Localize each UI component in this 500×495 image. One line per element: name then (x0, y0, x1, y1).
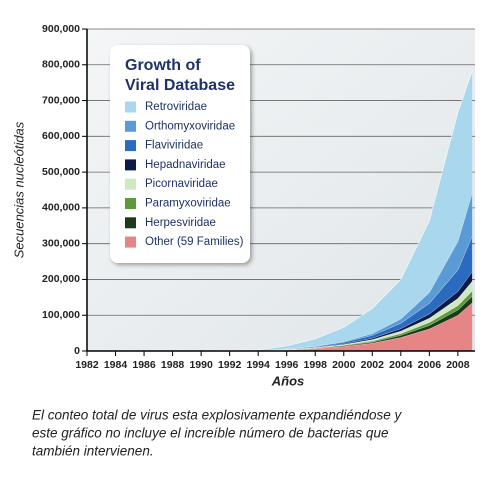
legend-swatch (125, 217, 136, 229)
x-tick-label: 2006 (418, 359, 442, 371)
y-tick-label: 300,000 (42, 237, 80, 249)
legend-label: Retroviridae (145, 101, 207, 113)
x-tick-label: 1994 (246, 359, 270, 371)
x-axis-label: Años (271, 373, 305, 388)
x-tick-label: 1988 (161, 359, 185, 371)
legend-swatch (125, 101, 136, 113)
x-tick-label: 2002 (361, 359, 385, 371)
legend-label: Hepadnaviridae (145, 159, 226, 171)
caption: también intervienen. (32, 444, 154, 459)
y-tick-label: 0 (74, 345, 80, 357)
caption: este gráfico no incluye el increíble núm… (32, 426, 388, 441)
legend-box (110, 45, 250, 263)
x-tick-label: 1990 (189, 359, 213, 371)
legend-title: Growth of (125, 57, 201, 74)
y-tick-label: 900,000 (42, 23, 80, 35)
legend-label: Picornaviridae (145, 178, 218, 190)
legend-swatch (125, 120, 136, 132)
legend-swatch (125, 178, 136, 190)
y-tick-label: 200,000 (42, 273, 80, 285)
legend-label: Paramyxoviridae (145, 198, 231, 210)
legend-label: Flaviviridae (145, 140, 203, 152)
x-tick-label: 1998 (304, 359, 328, 371)
x-tick-label: 2008 (446, 359, 470, 371)
legend-label: Herpesviridae (145, 217, 216, 229)
legend-swatch (125, 236, 136, 248)
x-tick-label: 2004 (389, 359, 413, 371)
y-tick-label: 500,000 (42, 166, 80, 178)
legend-swatch (125, 159, 136, 171)
caption: El conteo total de virus esta explosivam… (32, 408, 402, 423)
x-tick-label: 1996 (275, 359, 299, 371)
legend-label: Other (59 Families) (145, 236, 244, 248)
x-tick-label: 1986 (132, 359, 156, 371)
legend-title: Viral Database (125, 77, 235, 94)
y-tick-label: 400,000 (42, 202, 80, 214)
x-tick-label: 1992 (218, 359, 242, 371)
x-tick-label: 1982 (75, 359, 99, 371)
y-axis-label: Secuencias nucleótidas (11, 121, 26, 258)
area-fill (87, 302, 473, 351)
y-tick-label: 600,000 (42, 130, 80, 142)
y-tick-label: 700,000 (42, 94, 80, 106)
legend-swatch (125, 140, 136, 152)
x-tick-label: 1984 (104, 359, 128, 371)
y-tick-label: 800,000 (42, 59, 80, 71)
y-tick-label: 100,000 (42, 309, 80, 321)
legend-swatch (125, 198, 136, 209)
x-tick-label: 2000 (332, 359, 356, 371)
legend-label: Orthomyxoviridae (145, 120, 235, 132)
